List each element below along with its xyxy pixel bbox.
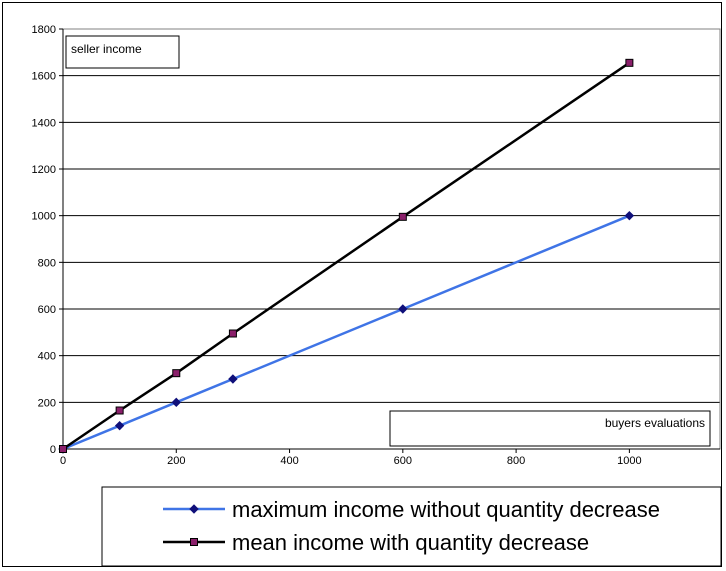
legend-label-0: maximum income without quantity decrease [232, 497, 660, 522]
xlabel-box: buyers evaluations [389, 410, 711, 447]
legend-box [101, 486, 722, 567]
series-1 [59, 58, 634, 453]
x-tick-label-2: 400 [280, 455, 298, 467]
y-tick-label-7: 1400 [32, 117, 56, 129]
legend-item-0: maximum income without quantity decrease [163, 497, 660, 522]
y-tick-label-5: 1000 [32, 211, 56, 223]
axes: 0 200 400 600 800 1000 1200 1400 1600 1800 0 200 400… [32, 24, 720, 467]
data-point-1-2 [172, 369, 181, 378]
y-tick-label-6: 1200 [32, 164, 56, 176]
legend-marker-0 [189, 504, 199, 514]
y-tick-label-8: 1600 [32, 71, 56, 83]
x-tick-label-4: 800 [507, 455, 525, 467]
series-group [58, 58, 635, 454]
data-point-0-3 [228, 374, 238, 384]
y-tick-label-3: 600 [38, 304, 56, 316]
legend-label-1: mean income with quantity decrease [232, 530, 589, 555]
y-axis-label: seller income [71, 42, 142, 56]
x-tick-label-1: 200 [167, 455, 185, 467]
gridlines [63, 28, 720, 403]
data-point-0-5 [624, 210, 635, 221]
line-chart: 0 200 400 600 800 1000 1200 1400 1600 1800 0 200 400… [32, 24, 722, 567]
legend-item-1: mean income with quantity decrease [163, 530, 589, 555]
x-axis-label: buyers evaluations [605, 416, 705, 430]
data-point-0-1 [114, 420, 125, 431]
legend-marker-1 [190, 538, 198, 546]
data-point-1-0 [59, 445, 67, 453]
series-line-0 [62, 214, 630, 451]
x-tick-label-3: 600 [394, 455, 412, 467]
x-tick-label-5: 1000 [617, 455, 641, 467]
x-tick-label-0: 0 [60, 455, 66, 467]
plot-area [62, 28, 721, 450]
y-tick-label-9: 1800 [32, 24, 56, 36]
data-point-1-3 [228, 329, 237, 338]
y-tick-label-0: 0 [50, 444, 56, 456]
data-point-1-5 [625, 58, 634, 67]
data-point-0-4 [398, 304, 408, 314]
y-tick-label-4: 800 [38, 257, 56, 269]
data-point-1-1 [115, 406, 124, 415]
y-tick-label-1: 200 [38, 397, 56, 409]
legend: maximum income without quantity decrease… [101, 486, 722, 567]
data-point-0-2 [171, 397, 181, 408]
series-line-1 [62, 61, 631, 451]
y-tick-label-2: 400 [38, 351, 56, 363]
data-point-1-4 [398, 212, 407, 221]
ylabel-box: seller income [65, 35, 180, 69]
